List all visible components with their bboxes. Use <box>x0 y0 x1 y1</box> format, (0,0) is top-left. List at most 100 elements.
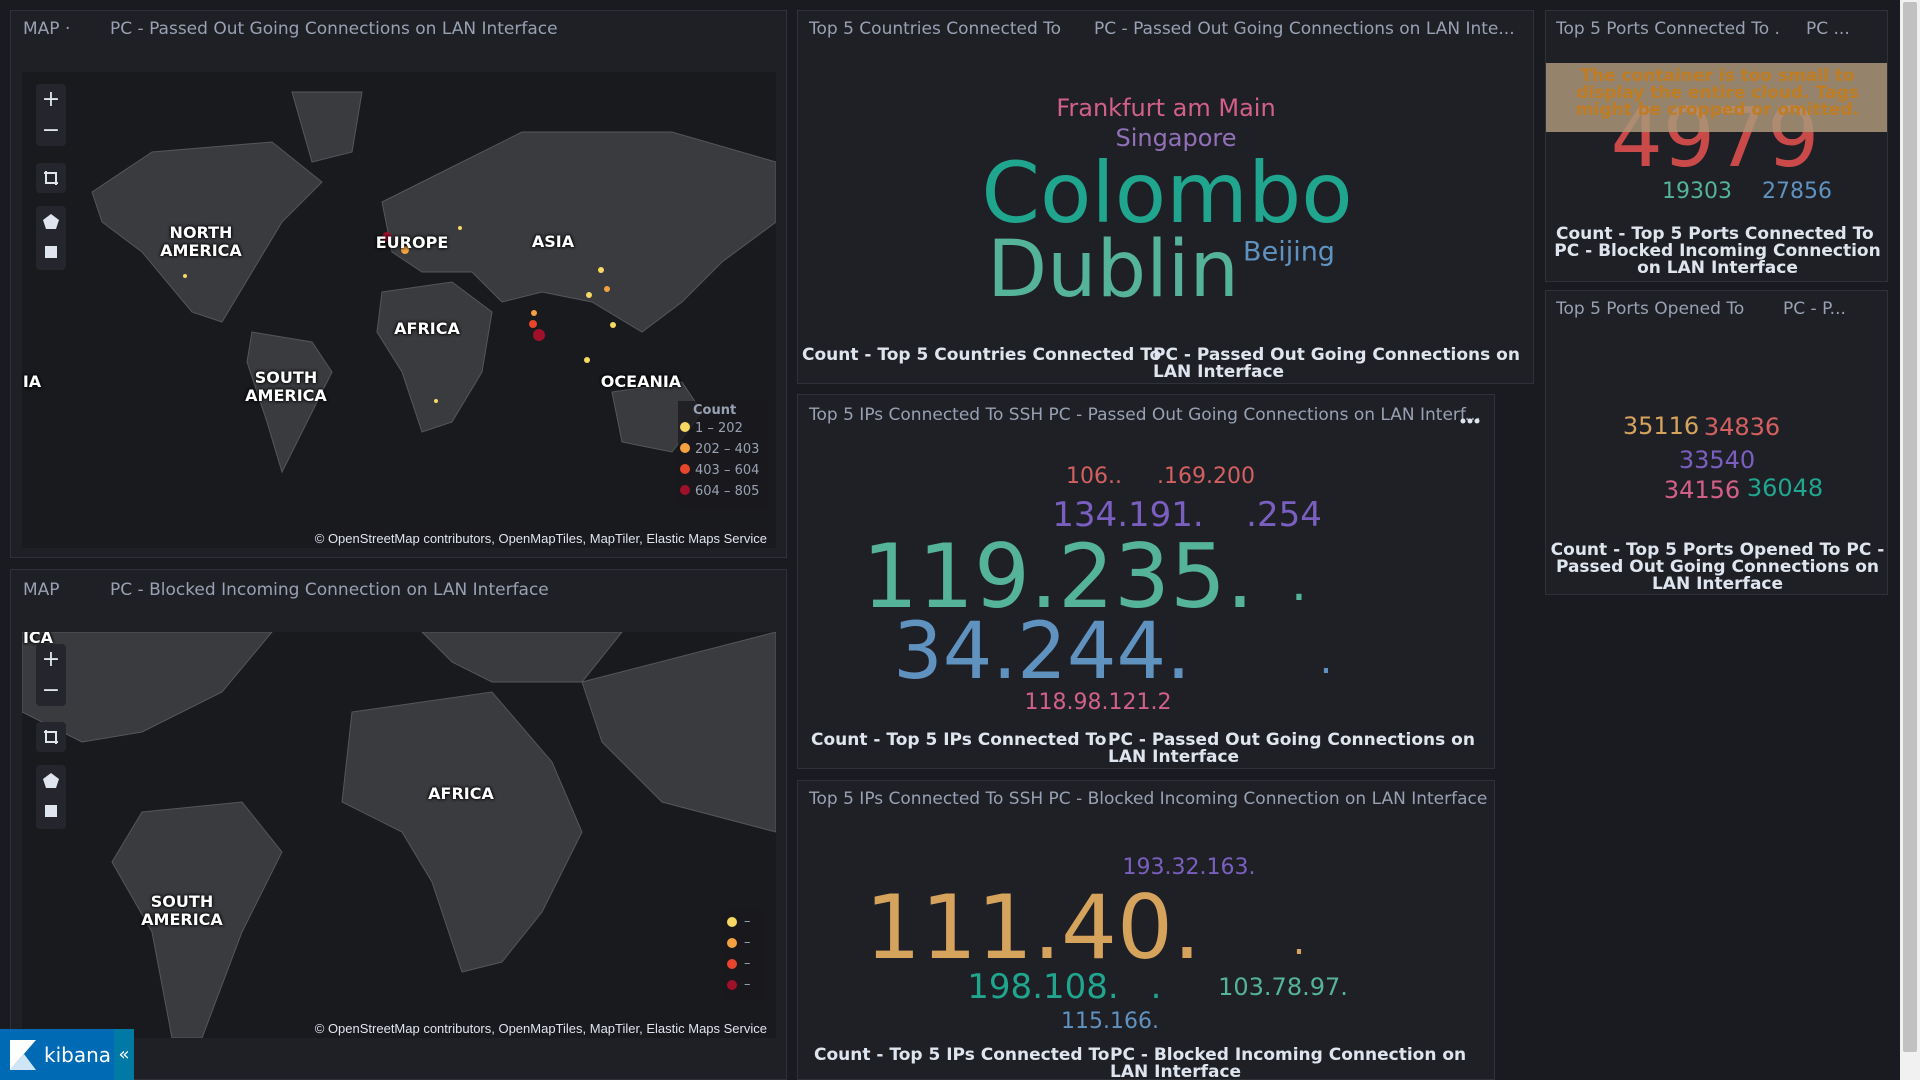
fit-bounds-button[interactable] <box>36 722 66 752</box>
map-canvas <box>91 91 776 474</box>
tag[interactable]: .169.200 <box>1157 464 1255 489</box>
legend-item: – <box>744 935 751 950</box>
map-label: EUROPE <box>375 233 449 252</box>
zoom-out[interactable]: − <box>41 118 61 143</box>
tag[interactable]: 106.. <box>1066 464 1122 489</box>
panel-title: PC ... <box>1806 19 1850 39</box>
tag[interactable]: 36048 <box>1746 474 1824 502</box>
map[interactable]: NORTH AMERICA EUROPE ASIA AFRICA SOUTH A… <box>22 72 776 548</box>
legend-item: 604 – 805 <box>695 484 760 499</box>
scrollbar-thumb[interactable] <box>1903 2 1917 1052</box>
cloud-label: PC - Passed Out Going Connections on LAN… <box>1108 730 1475 767</box>
tag[interactable]: 35116 <box>1622 412 1700 440</box>
tag[interactable]: Colombo <box>981 144 1353 242</box>
tag[interactable]: 34.244. <box>893 607 1191 697</box>
legend-item: 403 – 604 <box>695 463 760 478</box>
tag[interactable]: 193.32.163. <box>1122 855 1256 880</box>
panel-title: Top 5 Countries Connected To <box>809 19 1062 39</box>
cloud-label: Count - Top 5 Ports Opened To PC - Passe… <box>1550 542 1885 593</box>
cloud-label: Count - Top 5 IPs Connected To <box>811 730 1107 750</box>
tag[interactable]: Frankfurt am Main <box>1056 94 1276 122</box>
cloud-label-part: PC - Passed Out Going Connections on LAN… <box>1555 540 1885 594</box>
panel-title: PC - P... <box>1783 299 1846 319</box>
legend-title: Count <box>693 403 737 418</box>
legend-item: – <box>744 914 751 929</box>
kibana-badge[interactable]: kibana « <box>0 1029 134 1080</box>
tag-cloud-panel: Top 5 Ports Connected To . PC ... 4979 T… <box>1545 10 1888 282</box>
tag[interactable]: 119.235. <box>862 525 1254 628</box>
cloud-label: PC - Passed Out Going Connections on LAN… <box>1153 345 1520 382</box>
panel-options-button[interactable] <box>1458 416 1482 426</box>
zoom-out[interactable]: − <box>41 678 61 703</box>
tag[interactable]: 34836 <box>1703 413 1781 441</box>
tag[interactable]: . <box>1319 637 1333 683</box>
map-label: ICA <box>22 632 54 647</box>
panel-title: PC - Passed Out Going Connections on LAN… <box>1094 19 1515 39</box>
draw-tools <box>36 206 66 270</box>
tag-cloud-panel: Top 5 IPs Connected To SSH PC - Passed O… <box>797 394 1495 769</box>
tag[interactable]: 19303 <box>1662 179 1732 204</box>
map-label: OCEANIA <box>600 372 682 391</box>
zoom-in[interactable]: + <box>41 87 61 112</box>
legend-item: – <box>744 956 751 971</box>
panel-title: PC - Blocked Incoming Connection on LAN … <box>110 580 549 600</box>
kibana-logo <box>10 1039 36 1070</box>
map-attribution: © OpenStreetMap contributors, OpenMapTil… <box>311 1021 770 1036</box>
warning-banner: The container is too small to display th… <box>1546 63 1887 132</box>
tag[interactable]: . <box>1150 967 1162 1007</box>
tag[interactable]: . <box>1292 918 1306 964</box>
map-label: SOUTH AMERICA <box>141 892 223 929</box>
tag[interactable]: 34156 <box>1663 476 1741 504</box>
draw-bounds[interactable] <box>45 246 57 258</box>
tag[interactable]: 115.166. <box>1061 1009 1159 1034</box>
brand-name: kibana <box>44 1042 112 1067</box>
map-label: SOUTH AMERICA <box>245 368 327 405</box>
panel-type: MAP · <box>23 19 71 39</box>
panel-title: Top 5 IPs Connected To SSH PC - Blocked … <box>809 789 1488 809</box>
tag[interactable]: .254 <box>1246 495 1322 535</box>
tag-cloud-panel: Top 5 IPs Connected To SSH PC - Blocked … <box>797 780 1495 1080</box>
map[interactable]: ICA AFRICA SOUTH AMERICA + − – – – – © O… <box>22 632 776 1038</box>
cloud-label: Count - Top 5 Countries Connected To <box>802 345 1162 365</box>
zoom-in[interactable]: + <box>41 647 61 672</box>
tag[interactable]: 27856 <box>1762 179 1832 204</box>
tag[interactable]: 103.78.97. <box>1218 973 1348 1001</box>
draw-tools <box>36 765 66 829</box>
map-label: AFRICA <box>428 784 494 803</box>
map-canvas <box>22 632 776 1038</box>
draw-shape[interactable] <box>43 214 59 229</box>
map-label: ASIA <box>531 232 575 251</box>
collapse-button[interactable]: « <box>114 1029 134 1080</box>
legend-item: 1 – 202 <box>695 421 743 436</box>
tag-cloud-panel: Top 5 Countries Connected To PC - Passed… <box>797 10 1534 384</box>
map-panel: MAP · PC - Passed Out Going Connections … <box>10 10 787 558</box>
cloud-label: Count - Top 5 Ports Connected To <box>1556 224 1874 244</box>
map-panel: MAP PC - Blocked Incoming Connection on … <box>10 569 787 1080</box>
draw-bounds[interactable] <box>45 805 57 817</box>
cloud-label-part: Count - Top 5 Ports Opened To <box>1550 540 1841 560</box>
tag[interactable]: Dublin <box>987 225 1239 315</box>
draw-shape[interactable] <box>43 773 59 788</box>
tag[interactable]: 33540 <box>1678 446 1756 474</box>
tag[interactable]: 134.191. <box>1052 495 1204 535</box>
cloud-label: Count - Top 5 IPs Connected To <box>814 1045 1110 1065</box>
tag[interactable]: . <box>1291 554 1307 612</box>
map-label: NORTH AMERICA <box>160 223 242 260</box>
scrollbar[interactable] <box>1900 0 1920 1080</box>
tag[interactable]: 118.98.121.2 <box>1024 690 1172 715</box>
tag[interactable]: 111.40. <box>865 876 1201 979</box>
map-legend: – – – – <box>722 910 766 1000</box>
tag-cloud-panel: Top 5 Ports Opened To PC - P... 35116 34… <box>1545 290 1888 595</box>
fit-bounds-button[interactable] <box>36 163 66 193</box>
panel-title: Top 5 Ports Connected To . <box>1556 19 1780 39</box>
panel-type: MAP <box>23 580 60 600</box>
map-attribution: © OpenStreetMap contributors, OpenMapTil… <box>311 531 770 546</box>
map-label: IA <box>22 372 42 391</box>
tag[interactable]: Singapore <box>1115 124 1237 152</box>
map-legend: Count 1 – 202 202 – 403 403 – 604 604 – … <box>678 401 768 509</box>
legend-item: – <box>744 977 751 992</box>
tag[interactable]: Beijing <box>1243 236 1335 268</box>
tag[interactable]: 198.108. <box>967 967 1119 1007</box>
panel-title: Top 5 IPs Connected To SSH PC - Passed O… <box>809 405 1481 425</box>
zoom-controls: + − <box>36 84 66 146</box>
